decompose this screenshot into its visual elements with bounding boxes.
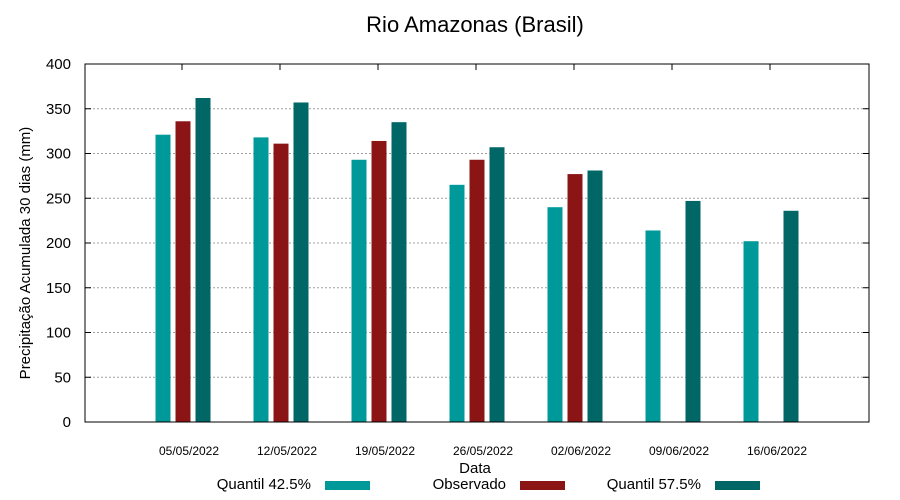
bar-observado-2	[371, 140, 387, 422]
bar-quantil-42-5--3	[449, 184, 465, 422]
bar-quantil-42-5--0	[155, 134, 171, 422]
y-tick-label: 350	[46, 101, 71, 118]
bar-quantil-42-5--6	[743, 241, 759, 422]
bar-quantil-57-5--0	[195, 98, 211, 422]
bar-quantil-42-5--2	[351, 159, 367, 422]
x-tick-label: 16/06/2022	[747, 444, 807, 458]
bar-quantil-57-5--1	[293, 102, 309, 423]
legend-swatch	[325, 481, 370, 490]
x-axis-label: Data	[459, 460, 491, 477]
bar-quantil-57-5--4	[587, 170, 603, 422]
y-tick-label: 300	[46, 146, 71, 163]
legend-swatch	[715, 481, 760, 490]
y-tick-label: 50	[54, 369, 71, 386]
y-axis-label: Precipitação Acumulada 30 dias (mm)	[17, 127, 34, 380]
y-tick-label: 0	[63, 414, 71, 431]
x-tick-label: 05/05/2022	[159, 444, 219, 458]
y-tick-label: 250	[46, 190, 71, 207]
chart-title: Rio Amazonas (Brasil)	[366, 12, 584, 37]
x-tick-label: 09/06/2022	[649, 444, 709, 458]
bar-quantil-57-5--6	[783, 210, 799, 422]
bar-quantil-57-5--3	[489, 147, 505, 423]
bar-observado-1	[273, 143, 289, 422]
legend-label: Quantil 57.5%	[607, 476, 701, 493]
y-tick-label: 150	[46, 280, 71, 297]
bar-quantil-42-5--4	[547, 207, 563, 422]
bar-observado-4	[567, 174, 583, 422]
x-tick-label: 26/05/2022	[453, 444, 513, 458]
legend: Quantil 42.5% Observado Quantil 57.5%	[217, 476, 760, 493]
y-tick-label: 400	[46, 56, 71, 73]
legend-label: Observado	[433, 476, 506, 493]
x-tick-label: 02/06/2022	[551, 444, 611, 458]
bar-quantil-57-5--5	[685, 200, 701, 422]
y-tick-label: 200	[46, 235, 71, 252]
y-tick-label: 100	[46, 325, 71, 342]
bars-layer	[155, 98, 799, 423]
bar-quantil-57-5--2	[391, 122, 407, 423]
legend-label: Quantil 42.5%	[217, 476, 311, 493]
bar-quantil-42-5--5	[645, 230, 661, 422]
y-axis: 0 50 100 150 200 250 300 350 400	[46, 56, 869, 431]
x-tick-label: 12/05/2022	[257, 444, 317, 458]
bar-observado-0	[175, 121, 191, 422]
bar-observado-3	[469, 159, 485, 422]
x-axis: 05/05/2022 12/05/2022 19/05/2022 26/05/2022…	[159, 64, 807, 458]
legend-swatch	[520, 481, 565, 490]
x-tick-label: 19/05/2022	[355, 444, 415, 458]
bar-quantil-42-5--1	[253, 137, 269, 422]
